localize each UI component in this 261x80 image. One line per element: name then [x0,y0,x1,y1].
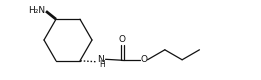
Text: O: O [141,55,148,64]
Text: H: H [99,60,105,69]
Text: O: O [119,35,126,44]
Text: N: N [98,55,104,64]
Text: H₂N: H₂N [28,6,45,15]
